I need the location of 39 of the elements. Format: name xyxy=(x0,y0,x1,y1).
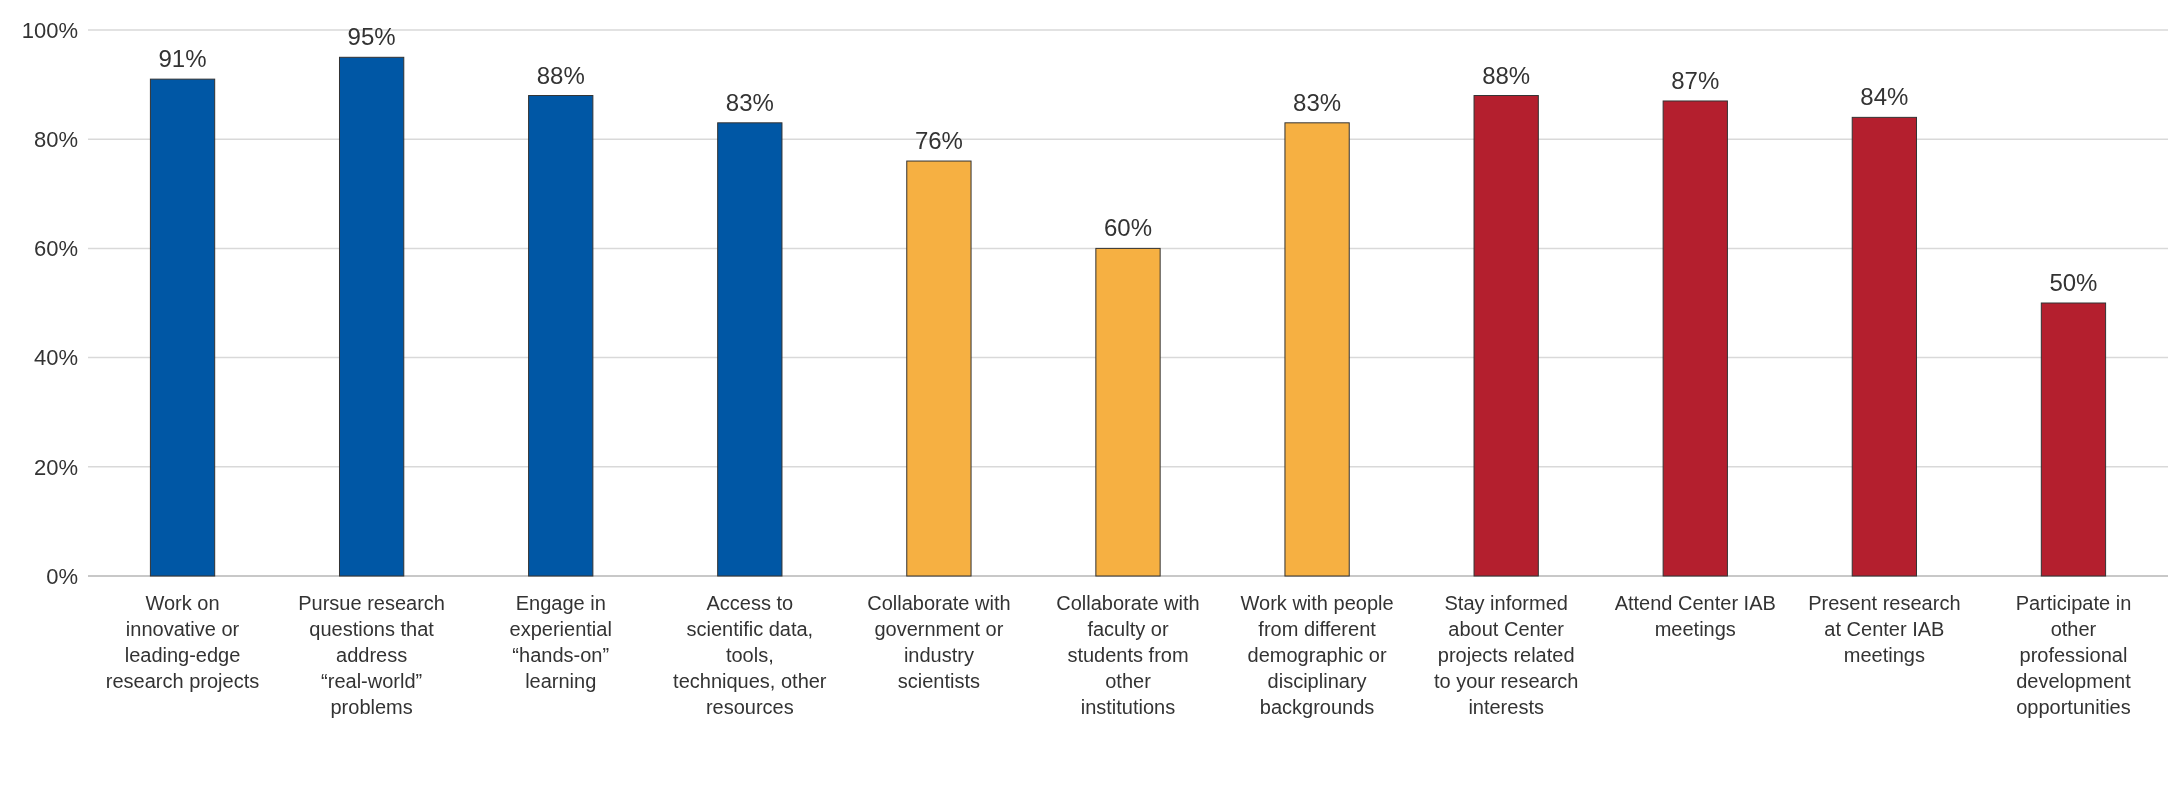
y-tick-label: 60% xyxy=(33,236,78,262)
bar xyxy=(1473,95,1539,577)
data-label: 84% xyxy=(1860,83,1909,111)
data-label: 60% xyxy=(1103,214,1153,242)
data-label: 50% xyxy=(2049,269,2098,296)
bar xyxy=(2040,302,2107,577)
x-tick-label: Collaborate with government or industry scientists xyxy=(867,592,1011,692)
bar xyxy=(717,122,783,577)
y-tick-label: 20% xyxy=(33,454,78,480)
data-label: 76% xyxy=(914,127,963,155)
x-tick-label: Participate in other professional development opportunities xyxy=(2015,592,2132,718)
data-label: 87% xyxy=(1671,66,1720,94)
x-tick-label: Attend Center IAB meetings xyxy=(1614,592,1776,640)
y-tick-label: 40% xyxy=(33,345,78,371)
x-tick-label: Stay informed about Center projects related to your research interests xyxy=(1433,592,1579,718)
bar xyxy=(1284,122,1350,577)
bar xyxy=(149,78,216,577)
x-tick-label: Engage in experiential “hands-on” learning xyxy=(509,592,612,692)
x-tick-label: Pursue research questions that address “real-world” problems xyxy=(298,592,446,718)
data-label: 83% xyxy=(725,88,774,116)
data-label: 91% xyxy=(158,45,207,73)
y-tick-label: 80% xyxy=(33,126,78,152)
data-label: 88% xyxy=(536,61,585,89)
data-label: 88% xyxy=(1482,61,1531,89)
bar xyxy=(528,95,594,577)
x-tick-label: Collaborate with faculty or students from other institutions xyxy=(1056,592,1200,718)
bar xyxy=(906,160,972,577)
x-tick-label: Work on innovative or leading-edge research projects xyxy=(105,592,260,692)
bar xyxy=(1095,247,1161,577)
data-label: 83% xyxy=(1293,88,1342,116)
bar xyxy=(1662,100,1728,577)
y-tick-label: 100% xyxy=(21,17,78,43)
x-tick-label: Work with people from different demographic or disciplinary backgrounds xyxy=(1240,592,1394,718)
y-tick-label: 0% xyxy=(46,563,78,589)
x-tick-label: Access to scientific data, tools, techniques, other resources xyxy=(673,592,827,718)
data-label: 95% xyxy=(347,23,396,51)
x-tick-label: Present research at Center IAB meetings xyxy=(1808,592,1961,666)
bar xyxy=(1851,116,1918,577)
bar xyxy=(338,56,405,577)
